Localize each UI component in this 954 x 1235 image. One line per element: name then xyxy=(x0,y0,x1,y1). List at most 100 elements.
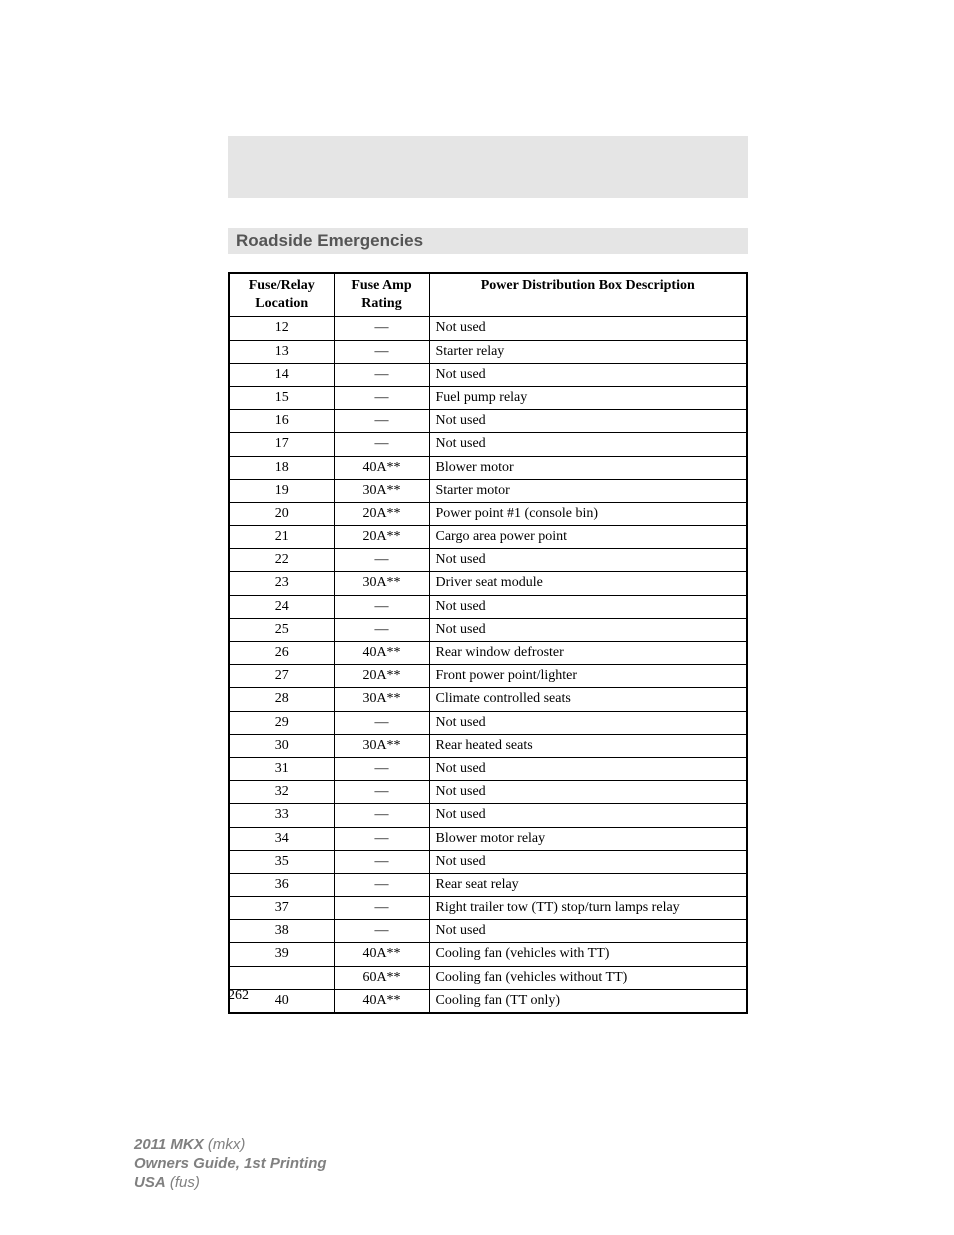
cell-location: 17 xyxy=(229,433,334,456)
table-row: 33—Not used xyxy=(229,804,747,827)
cell-location: 14 xyxy=(229,363,334,386)
page-number: 262 xyxy=(228,988,249,1004)
cell-amp: — xyxy=(334,873,429,896)
col2-line1: Fuse Amp xyxy=(351,278,411,293)
table-row: 29—Not used xyxy=(229,711,747,734)
cell-description: Not used xyxy=(429,595,747,618)
table-row: 32—Not used xyxy=(229,781,747,804)
cell-location: 27 xyxy=(229,665,334,688)
table-header-row: Fuse/Relay Location Fuse Amp Rating Powe… xyxy=(229,273,747,317)
footer-line-1: 2011 MKX (mkx) xyxy=(134,1136,327,1155)
cell-location: 18 xyxy=(229,456,334,479)
table-row: 2720A**Front power point/lighter xyxy=(229,665,747,688)
cell-amp: 30A** xyxy=(334,688,429,711)
cell-location: 33 xyxy=(229,804,334,827)
cell-location: 36 xyxy=(229,873,334,896)
cell-amp: — xyxy=(334,781,429,804)
cell-location: 38 xyxy=(229,920,334,943)
footer-line-2: Owners Guide, 1st Printing xyxy=(134,1155,327,1174)
cell-description: Starter motor xyxy=(429,479,747,502)
cell-location xyxy=(229,966,334,989)
cell-amp: — xyxy=(334,804,429,827)
cell-amp: 20A** xyxy=(334,526,429,549)
cell-location: 30 xyxy=(229,734,334,757)
cell-amp: — xyxy=(334,433,429,456)
cell-description: Climate controlled seats xyxy=(429,688,747,711)
footer-line-3: USA (fus) xyxy=(134,1174,327,1193)
cell-description: Not used xyxy=(429,410,747,433)
table-row: 12—Not used xyxy=(229,317,747,340)
cell-description: Not used xyxy=(429,757,747,780)
cell-location: 15 xyxy=(229,386,334,409)
col-header-location: Fuse/Relay Location xyxy=(229,273,334,317)
cell-amp: — xyxy=(334,549,429,572)
cell-amp: 40A** xyxy=(334,989,429,1013)
cell-description: Rear heated seats xyxy=(429,734,747,757)
cell-description: Fuel pump relay xyxy=(429,386,747,409)
cell-description: Not used xyxy=(429,549,747,572)
cell-location: 32 xyxy=(229,781,334,804)
cell-amp: — xyxy=(334,850,429,873)
cell-amp: 40A** xyxy=(334,456,429,479)
cell-description: Front power point/lighter xyxy=(429,665,747,688)
cell-description: Not used xyxy=(429,781,747,804)
section-title: Roadside Emergencies xyxy=(236,231,423,251)
cell-amp: — xyxy=(334,711,429,734)
table-row: 2020A**Power point #1 (console bin) xyxy=(229,502,747,525)
table-row: 4040A**Cooling fan (TT only) xyxy=(229,989,747,1013)
cell-description: Not used xyxy=(429,433,747,456)
cell-location: 19 xyxy=(229,479,334,502)
cell-location: 39 xyxy=(229,943,334,966)
footer-model-code: (mkx) xyxy=(204,1136,246,1153)
cell-description: Starter relay xyxy=(429,340,747,363)
table-row: 2640A**Rear window defroster xyxy=(229,642,747,665)
footer-block: 2011 MKX (mkx) Owners Guide, 1st Printin… xyxy=(134,1136,327,1192)
col1-line2: Location xyxy=(255,296,308,311)
cell-location: 13 xyxy=(229,340,334,363)
col1-line1: Fuse/Relay xyxy=(249,278,315,293)
table-row: 3030A**Rear heated seats xyxy=(229,734,747,757)
cell-location: 16 xyxy=(229,410,334,433)
cell-description: Not used xyxy=(429,317,747,340)
cell-description: Blower motor relay xyxy=(429,827,747,850)
cell-amp: 30A** xyxy=(334,734,429,757)
table-row: 16—Not used xyxy=(229,410,747,433)
cell-amp: — xyxy=(334,618,429,641)
table-row: 2330A**Driver seat module xyxy=(229,572,747,595)
col2-line2: Rating xyxy=(361,296,401,311)
cell-amp: — xyxy=(334,827,429,850)
table-row: 2830A**Climate controlled seats xyxy=(229,688,747,711)
cell-description: Not used xyxy=(429,804,747,827)
cell-location: 35 xyxy=(229,850,334,873)
table-row: 17—Not used xyxy=(229,433,747,456)
table-row: 60A**Cooling fan (vehicles without TT) xyxy=(229,966,747,989)
cell-description: Not used xyxy=(429,363,747,386)
table-row: 2120A**Cargo area power point xyxy=(229,526,747,549)
cell-description: Cooling fan (vehicles with TT) xyxy=(429,943,747,966)
cell-amp: 30A** xyxy=(334,479,429,502)
cell-description: Rear window defroster xyxy=(429,642,747,665)
cell-amp: — xyxy=(334,386,429,409)
table-row: 22—Not used xyxy=(229,549,747,572)
cell-location: 37 xyxy=(229,897,334,920)
cell-description: Not used xyxy=(429,618,747,641)
cell-location: 26 xyxy=(229,642,334,665)
fuse-table-container: Fuse/Relay Location Fuse Amp Rating Powe… xyxy=(228,272,748,1014)
table-row: 36—Rear seat relay xyxy=(229,873,747,896)
table-row: 24—Not used xyxy=(229,595,747,618)
table-row: 1930A**Starter motor xyxy=(229,479,747,502)
cell-amp: 20A** xyxy=(334,502,429,525)
table-row: 34—Blower motor relay xyxy=(229,827,747,850)
col-header-description: Power Distribution Box Description xyxy=(429,273,747,317)
cell-description: Cooling fan (TT only) xyxy=(429,989,747,1013)
table-row: 37—Right trailer tow (TT) stop/turn lamp… xyxy=(229,897,747,920)
table-row: 1840A**Blower motor xyxy=(229,456,747,479)
cell-description: Right trailer tow (TT) stop/turn lamps r… xyxy=(429,897,747,920)
cell-location: 24 xyxy=(229,595,334,618)
col-header-amp: Fuse Amp Rating xyxy=(334,273,429,317)
table-row: 38—Not used xyxy=(229,920,747,943)
cell-location: 34 xyxy=(229,827,334,850)
cell-amp: 30A** xyxy=(334,572,429,595)
cell-description: Not used xyxy=(429,850,747,873)
cell-amp: — xyxy=(334,897,429,920)
